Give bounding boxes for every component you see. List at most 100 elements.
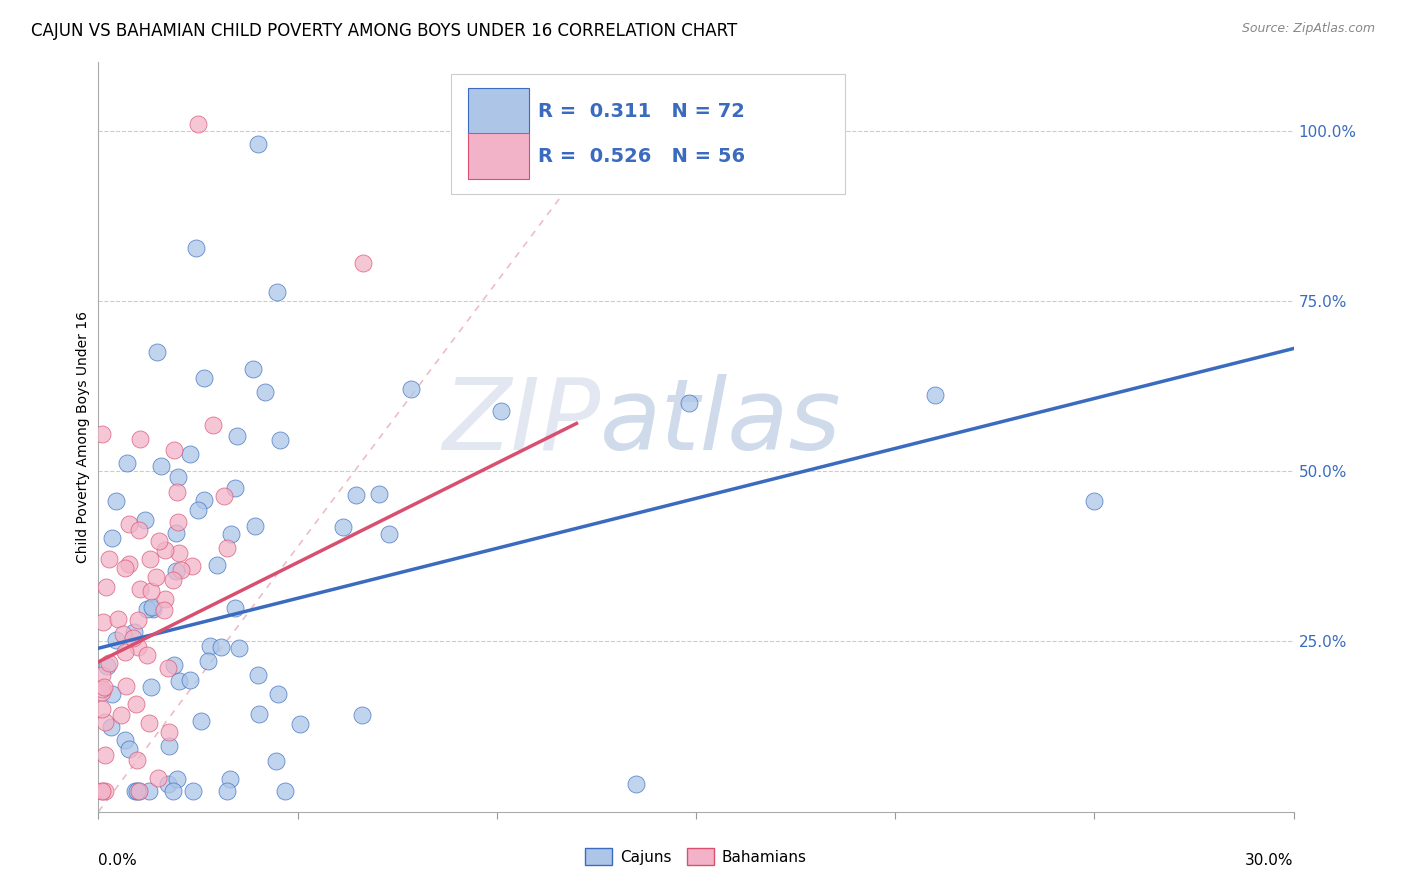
Point [399, 383, 422, 397]
Point [94, 714, 117, 729]
Point [187, 117, 209, 131]
Text: atlas: atlas [600, 374, 842, 471]
Point [217, 784, 239, 798]
Point [114, 733, 136, 747]
Point [91, 668, 114, 682]
Point [1083, 494, 1105, 508]
Point [224, 600, 246, 615]
Point [242, 362, 264, 376]
Point [125, 697, 148, 711]
Point [122, 631, 145, 645]
Point [205, 558, 228, 572]
Point [924, 387, 946, 401]
Point [212, 489, 235, 503]
Point [162, 784, 184, 798]
Point [219, 527, 242, 541]
Point [332, 520, 354, 534]
Point [111, 626, 134, 640]
Point [127, 613, 149, 627]
Point [181, 784, 204, 798]
Point [167, 515, 190, 529]
Point [135, 601, 157, 615]
Point [269, 434, 291, 448]
Point [165, 564, 187, 578]
Point [288, 717, 311, 731]
Point [129, 582, 152, 596]
Point [117, 741, 139, 756]
Point [157, 739, 180, 753]
Point [128, 523, 150, 537]
Point [166, 772, 188, 786]
Point [166, 470, 188, 484]
Point [124, 784, 146, 798]
Point [193, 371, 215, 385]
Point [135, 648, 157, 662]
Point [267, 687, 290, 701]
Point [179, 447, 201, 461]
Point [98, 656, 121, 670]
Point [156, 661, 179, 675]
Point [253, 385, 276, 400]
Point [145, 570, 167, 584]
Point [148, 533, 170, 548]
Point [104, 633, 127, 648]
Point [101, 687, 124, 701]
Point [138, 784, 160, 798]
Point [142, 602, 165, 616]
Point [209, 640, 232, 655]
Text: 30.0%: 30.0% [1246, 853, 1294, 868]
Point [266, 285, 288, 300]
Point [125, 753, 148, 767]
Point [224, 482, 246, 496]
Point [202, 418, 225, 433]
Point [489, 404, 512, 418]
Point [368, 487, 391, 501]
Text: CAJUN VS BAHAMIAN CHILD POVERTY AMONG BOYS UNDER 16 CORRELATION CHART: CAJUN VS BAHAMIAN CHILD POVERTY AMONG BO… [31, 22, 737, 40]
Point [139, 551, 162, 566]
Point [128, 784, 150, 798]
Point [626, 777, 648, 791]
Point [114, 561, 136, 575]
Point [93, 748, 115, 763]
Point [141, 583, 163, 598]
Point [352, 707, 374, 722]
Point [139, 680, 162, 694]
Point [352, 256, 374, 270]
Y-axis label: Child Poverty Among Boys Under 16: Child Poverty Among Boys Under 16 [76, 311, 90, 563]
Point [167, 673, 190, 688]
Point [162, 443, 184, 458]
Point [193, 492, 215, 507]
Point [93, 784, 115, 798]
Point [170, 563, 193, 577]
Point [181, 558, 204, 573]
Point [91, 784, 114, 798]
Point [228, 640, 250, 655]
Text: R =  0.311   N = 72: R = 0.311 N = 72 [538, 102, 745, 120]
Text: R =  0.526   N = 56: R = 0.526 N = 56 [538, 146, 745, 166]
Point [156, 776, 179, 790]
Point [165, 526, 187, 541]
Point [246, 668, 269, 682]
Point [115, 456, 138, 470]
Point [141, 600, 163, 615]
Point [96, 659, 118, 673]
Point [153, 591, 176, 606]
Point [91, 685, 114, 699]
FancyBboxPatch shape [468, 88, 529, 134]
Point [127, 784, 149, 798]
Point [91, 426, 114, 441]
Point [344, 488, 367, 502]
Point [264, 754, 287, 768]
Point [118, 516, 141, 531]
Point [152, 603, 174, 617]
FancyBboxPatch shape [468, 133, 529, 179]
Point [215, 541, 238, 556]
Point [179, 673, 201, 688]
Point [163, 657, 186, 672]
Point [134, 513, 156, 527]
Point [197, 654, 219, 668]
Point [198, 639, 221, 653]
Point [678, 396, 700, 410]
Point [378, 527, 401, 541]
Point [91, 681, 114, 696]
